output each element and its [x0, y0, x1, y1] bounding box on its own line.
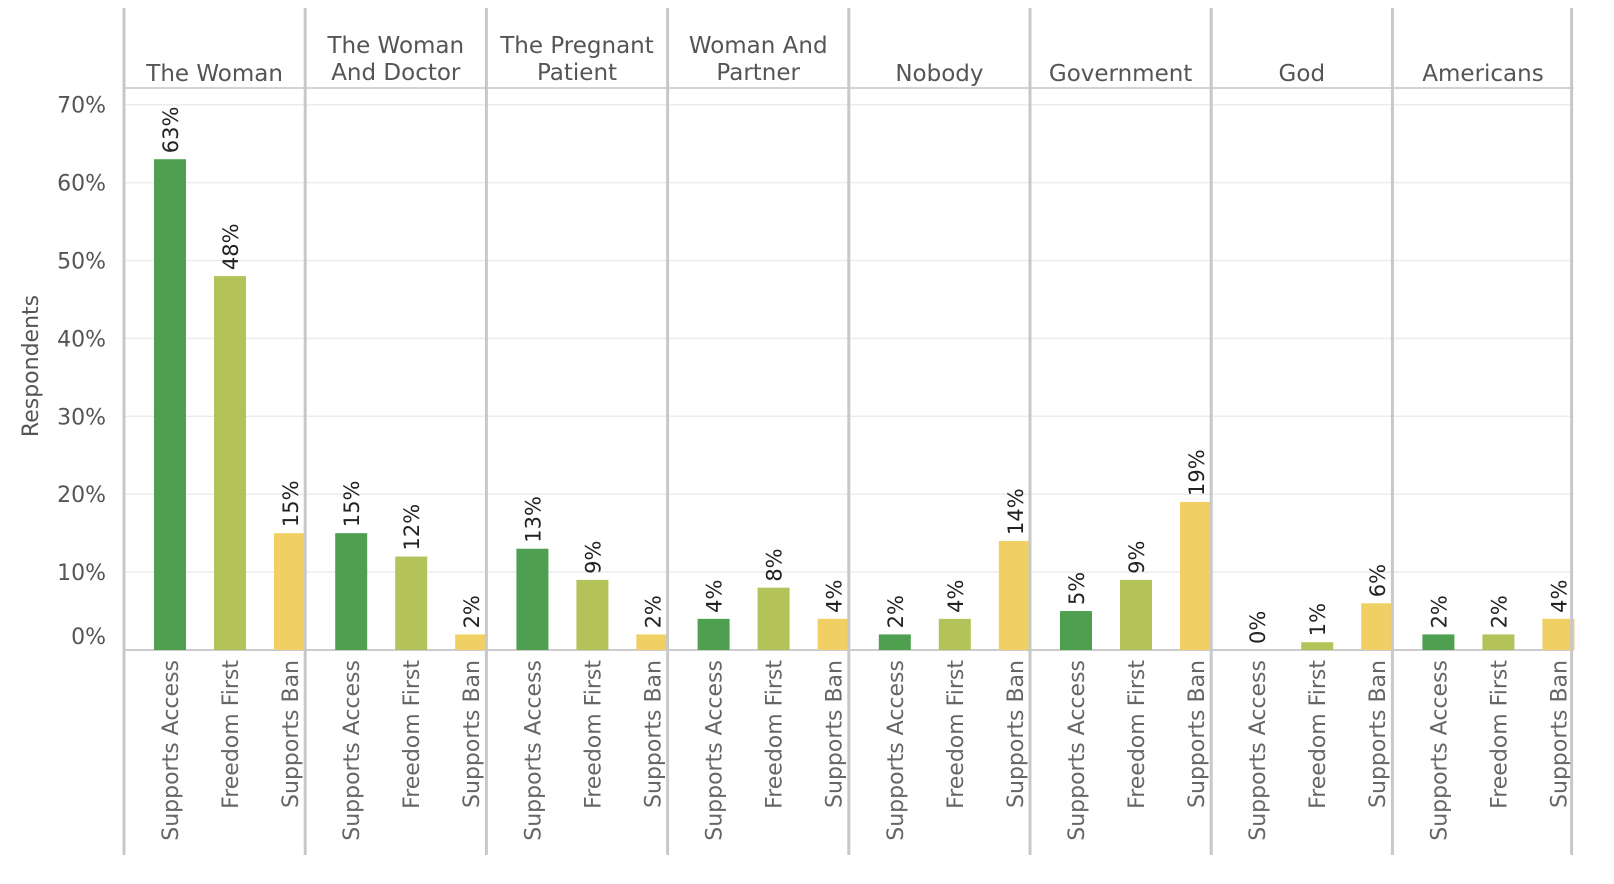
panel-dividers: [122, 8, 1574, 855]
y-tick-label-40: 40%: [57, 327, 106, 352]
x-tick-label-americans-freedom-first: Freedom First: [1487, 660, 1512, 809]
x-tick-label-god-supports-access: Supports Access: [1246, 660, 1271, 841]
data-label-nobody-freedom-first: 4%: [944, 580, 968, 613]
bar-americans-freedom-first: [1482, 634, 1515, 650]
group-title-the-woman-and-doctor-line-2: And Doctor: [331, 60, 461, 86]
y-tick-label-20: 20%: [57, 483, 106, 508]
x-tick-label-god-supports-ban: Supports Ban: [1366, 660, 1391, 808]
bar-the-pregnant-patient-freedom-first: [576, 579, 609, 650]
x-tick-label-the-woman-and-doctor-supports-access: Supports Access: [340, 660, 365, 841]
bar-the-woman-and-doctor-supports-access: [335, 533, 368, 650]
data-labels: 63% 48% 15% 15% 12% 2% 13% 9% 2% 4% 8% 4% 2% 4% 14% 5% 9…: [159, 107, 1571, 644]
y-tick-label-30: 30%: [57, 405, 106, 430]
y-tick-label-60: 60%: [57, 172, 106, 197]
x-tick-label-americans-supports-ban: Supports Ban: [1547, 660, 1572, 808]
data-label-woman-and-partner-supports-access: 4%: [703, 580, 727, 613]
bar-the-woman-and-doctor-freedom-first: [395, 556, 428, 650]
data-label-the-woman-and-doctor-supports-access: 15%: [340, 480, 364, 527]
x-tick-label-nobody-supports-ban: Supports Ban: [1004, 660, 1029, 808]
group-title-americans-line-1: Americans: [1422, 61, 1543, 87]
y-tick-label-10: 10%: [57, 561, 106, 586]
bar-government-supports-access: [1060, 611, 1092, 650]
data-label-nobody-supports-ban: 14%: [1004, 488, 1028, 535]
bar-nobody-supports-access: [878, 634, 911, 650]
bar-woman-and-partner-supports-access: [697, 618, 730, 650]
x-tick-label-the-pregnant-patient-supports-ban: Supports Ban: [641, 660, 666, 808]
x-tick-label-the-woman-and-doctor-supports-ban: Supports Ban: [460, 660, 485, 808]
data-label-the-pregnant-patient-freedom-first: 9%: [581, 541, 605, 574]
x-tick-label-god-freedom-first: Freedom First: [1306, 660, 1331, 809]
x-tick-labels: Supports Access Freedom First Supports Ban…: [159, 660, 1572, 841]
data-label-the-pregnant-patient-supports-ban: 2%: [641, 595, 665, 628]
x-tick-label-woman-and-partner-supports-access: Supports Access: [703, 660, 728, 841]
bar-nobody-supports-ban: [998, 540, 1031, 650]
bars: [154, 159, 1575, 651]
x-tick-label-woman-and-partner-freedom-first: Freedom First: [763, 660, 788, 809]
bar-the-woman-supports-access: [154, 159, 186, 651]
data-label-god-supports-ban: 6%: [1366, 564, 1390, 597]
x-tick-label-government-supports-ban: Supports Ban: [1185, 660, 1210, 808]
group-title-the-pregnant-patient-line-2: Patient: [537, 60, 617, 86]
group-title-the-woman-and-doctor-line-1: The Woman: [326, 33, 464, 59]
bar-god-supports-ban: [1361, 603, 1394, 650]
data-label-god-freedom-first: 1%: [1306, 603, 1330, 636]
x-tick-label-woman-and-partner-supports-ban: Supports Ban: [823, 660, 848, 808]
x-tick-label-government-supports-access: Supports Access: [1065, 660, 1090, 841]
group-title-government-line-1: Government: [1049, 61, 1192, 87]
bar-the-woman-supports-ban: [274, 533, 306, 650]
group-title-woman-and-partner-line-1: Woman And: [689, 33, 828, 59]
bar-woman-and-partner-freedom-first: [757, 587, 790, 650]
data-label-the-woman-and-doctor-supports-ban: 2%: [460, 595, 484, 628]
data-label-the-pregnant-patient-supports-access: 13%: [521, 496, 545, 543]
data-label-the-woman-supports-ban: 15%: [279, 480, 303, 527]
group-title-the-woman-line-1: The Woman: [145, 61, 283, 87]
data-label-government-supports-access: 5%: [1065, 572, 1089, 605]
data-label-americans-supports-access: 2%: [1427, 595, 1451, 628]
bar-the-pregnant-patient-supports-ban: [636, 634, 669, 650]
data-label-the-woman-freedom-first: 48%: [219, 223, 243, 270]
group-title-the-pregnant-patient-line-1: The Pregnant: [499, 33, 654, 59]
x-tick-label-americans-supports-access: Supports Access: [1427, 660, 1452, 841]
data-label-nobody-supports-access: 2%: [884, 595, 908, 628]
group-title-god-line-1: God: [1279, 61, 1326, 87]
x-tick-label-the-woman-supports-ban: Supports Ban: [279, 660, 304, 808]
bar-woman-and-partner-supports-ban: [817, 618, 850, 650]
y-axis-title: Respondents: [19, 295, 44, 437]
x-tick-label-nobody-supports-access: Supports Access: [884, 660, 909, 841]
bar-government-freedom-first: [1120, 579, 1152, 650]
data-label-god-supports-access: 0%: [1246, 611, 1270, 644]
data-label-americans-freedom-first: 2%: [1487, 595, 1511, 628]
x-tick-label-the-woman-and-doctor-freedom-first: Freedom First: [400, 660, 425, 809]
y-tick-label-0: 0%: [71, 625, 106, 650]
data-label-the-woman-and-doctor-freedom-first: 12%: [400, 504, 424, 551]
bar-the-pregnant-patient-supports-access: [516, 548, 549, 650]
x-tick-label-the-woman-supports-access: Supports Access: [159, 660, 184, 841]
y-axis: Respondents 0% 10% 20% 30% 40% 50% 60% 70%: [19, 94, 106, 650]
bar-god-freedom-first: [1301, 642, 1334, 650]
y-tick-label-50: 50%: [57, 250, 106, 275]
data-label-the-woman-supports-access: 63%: [159, 107, 183, 154]
x-tick-label-the-woman-freedom-first: Freedom First: [219, 660, 244, 809]
data-label-americans-supports-ban: 4%: [1547, 580, 1571, 613]
x-tick-label-government-freedom-first: Freedom First: [1125, 660, 1150, 809]
data-label-woman-and-partner-supports-ban: 4%: [823, 580, 847, 613]
bar-americans-supports-ban: [1542, 618, 1575, 650]
bar-the-woman-freedom-first: [214, 276, 246, 650]
group-title-woman-and-partner-line-2: Partner: [716, 60, 800, 86]
data-label-woman-and-partner-freedom-first: 8%: [763, 548, 787, 581]
data-label-government-freedom-first: 9%: [1125, 541, 1149, 574]
bar-americans-supports-access: [1422, 634, 1455, 650]
x-tick-label-nobody-freedom-first: Freedom First: [944, 660, 969, 809]
data-label-government-supports-ban: 19%: [1185, 449, 1209, 496]
x-tick-label-the-pregnant-patient-freedom-first: Freedom First: [581, 660, 606, 809]
bar-nobody-freedom-first: [938, 618, 971, 650]
bar-the-woman-and-doctor-supports-ban: [455, 634, 488, 650]
y-tick-label-70: 70%: [57, 94, 106, 119]
group-title-nobody-line-1: Nobody: [895, 61, 983, 87]
bar-government-supports-ban: [1180, 501, 1212, 650]
x-tick-label-the-pregnant-patient-supports-access: Supports Access: [521, 660, 546, 841]
